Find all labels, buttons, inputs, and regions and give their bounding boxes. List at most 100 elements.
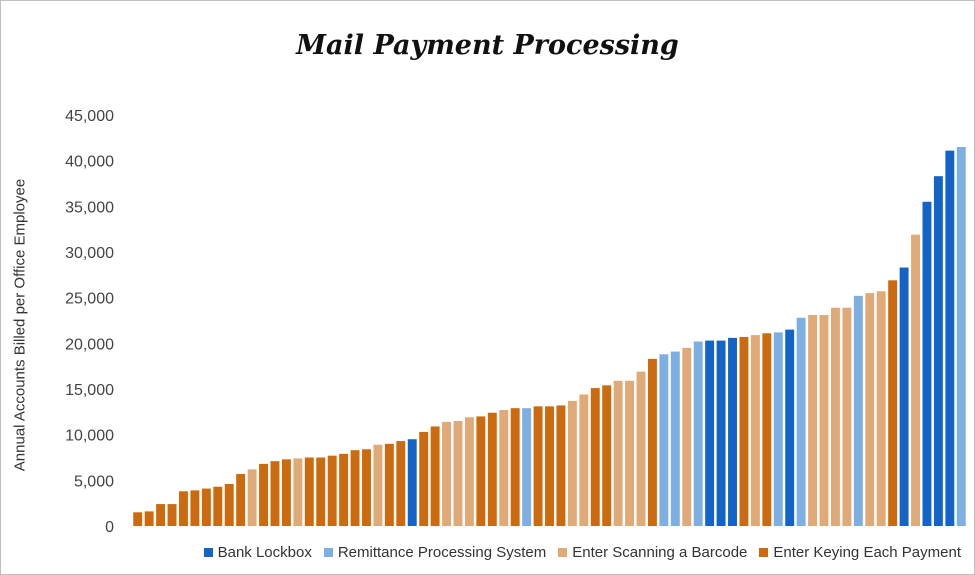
bar (899, 267, 909, 526)
bar (144, 511, 154, 526)
bar (693, 341, 703, 526)
legend-swatch (203, 548, 213, 557)
bar (201, 488, 211, 526)
bar (590, 388, 600, 526)
bar (453, 420, 463, 526)
bar (247, 469, 257, 526)
bar (430, 426, 440, 526)
bar (179, 491, 188, 526)
y-tick-label: 45,000 (65, 108, 114, 125)
bar (865, 293, 875, 526)
bar (785, 329, 795, 526)
bar (419, 431, 429, 526)
y-axis-ticks: 0 5,000 10,000 15,000 20,000 25,000 30,000 35,0… (65, 108, 114, 536)
bar (510, 408, 520, 526)
y-tick-label: 15,000 (65, 382, 114, 399)
bar (442, 421, 452, 526)
bar (956, 146, 966, 526)
bar (293, 458, 303, 526)
bar (647, 358, 657, 526)
bar (339, 453, 349, 526)
bars (133, 146, 966, 526)
bar (831, 307, 840, 526)
bar (545, 406, 554, 526)
bar (259, 463, 268, 526)
legend-item: Enter Scanning a Barcode (558, 544, 747, 561)
bar (636, 371, 646, 526)
chart-title: Mail Payment Processing (296, 30, 679, 61)
bar (499, 410, 509, 526)
y-tick-label: 30,000 (65, 245, 114, 262)
bar (533, 406, 543, 526)
bar (407, 439, 417, 526)
bar (167, 504, 177, 526)
bar (670, 351, 680, 526)
bar (362, 449, 371, 526)
bar (739, 336, 749, 526)
legend-swatch (558, 548, 568, 557)
bar (625, 380, 635, 526)
bar (819, 315, 829, 526)
bar (236, 473, 246, 526)
bar (213, 486, 223, 526)
legend-label: Enter Keying Each Payment (773, 544, 961, 561)
bar (750, 335, 760, 526)
legend-item: Remittance Processing System (323, 544, 547, 561)
bar (808, 315, 818, 526)
legend: Bank Lockbox Remittance Processing System… (0, 544, 975, 561)
bar (762, 333, 772, 526)
bar (304, 457, 314, 526)
y-tick-label: 25,000 (65, 291, 114, 308)
bar (281, 459, 291, 526)
bar (327, 455, 337, 526)
legend-label: Enter Scanning a Barcode (572, 544, 748, 561)
bar (373, 444, 383, 526)
bar (190, 490, 200, 526)
legend-label: Bank Lockbox (217, 544, 312, 561)
bar (487, 412, 497, 526)
legend-item: Enter Keying Each Payment (759, 544, 961, 561)
legend-swatch (323, 548, 333, 557)
bar (796, 317, 806, 526)
bar (579, 394, 589, 526)
bar (659, 354, 669, 526)
bar (705, 340, 715, 526)
bar (133, 512, 143, 526)
bar (156, 504, 166, 526)
legend-swatch (759, 548, 769, 557)
bar (464, 417, 474, 526)
bar (876, 291, 886, 526)
y-tick-label: 10,000 (65, 428, 114, 445)
y-tick-label: 20,000 (65, 336, 114, 353)
bar (316, 457, 326, 526)
bar (350, 450, 360, 526)
bar (476, 416, 486, 526)
bar (396, 441, 406, 526)
bar (842, 307, 852, 526)
bar (556, 405, 566, 526)
legend-item: Bank Lockbox (203, 544, 312, 561)
bar (773, 332, 783, 526)
bar (682, 347, 692, 526)
bar (602, 385, 612, 526)
bar (728, 337, 737, 526)
bar (945, 150, 955, 526)
bar (384, 443, 394, 526)
legend-label: Remittance Processing System (337, 544, 547, 561)
bar (716, 340, 726, 526)
bar (522, 408, 532, 526)
y-tick-label: 40,000 (65, 154, 114, 171)
bar (922, 201, 932, 526)
bar (933, 176, 943, 526)
y-tick-label: 5,000 (74, 473, 114, 490)
bar (888, 280, 898, 526)
bar (911, 234, 920, 526)
bar (224, 483, 234, 526)
bar (613, 380, 623, 526)
bar (270, 461, 280, 526)
bar (853, 295, 863, 526)
bar (567, 400, 577, 526)
y-tick-label: 35,000 (65, 199, 114, 216)
y-tick-label: 0 (105, 519, 114, 536)
